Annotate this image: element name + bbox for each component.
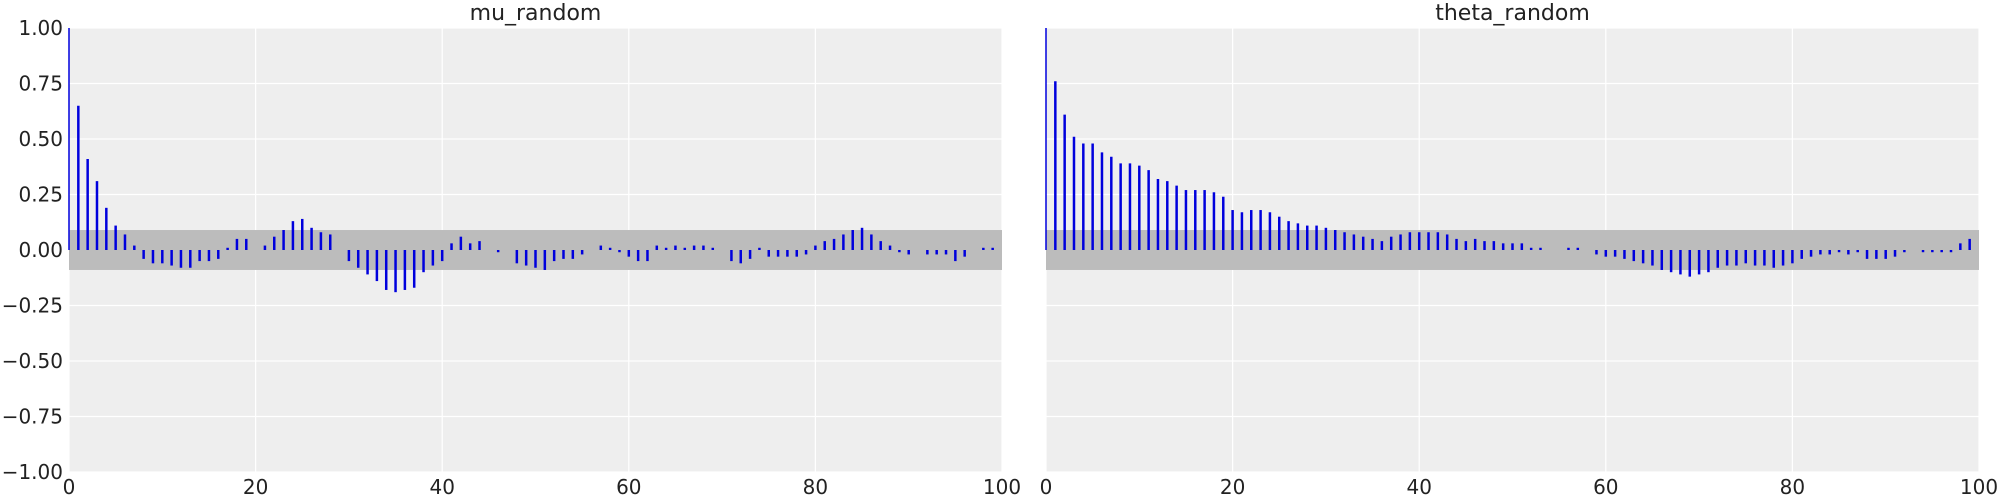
- panel-1-y-tick-label: 1.00: [18, 16, 63, 40]
- panel-1-x-tick-label: 40: [429, 475, 454, 499]
- panel-2-group: theta_random 0 20 40 60 80 100: [1040, 1, 1998, 499]
- panel-1-y-tick-label: 0.75: [18, 72, 63, 96]
- panel-1-y-tick-label: 0.00: [18, 238, 63, 262]
- panel-1-x-tick-label: 0: [63, 475, 76, 499]
- panel-2-x-tick-label: 80: [1780, 475, 1805, 499]
- panel-1-y-tick-label: −0.25: [2, 294, 63, 318]
- panel-1-title: mu_random: [470, 1, 602, 26]
- panel-1-x-tick-label: 20: [243, 475, 268, 499]
- panel-1-y-tick-label: 0.25: [18, 183, 63, 207]
- panel-2-x-tick-label: 20: [1220, 475, 1245, 499]
- panel-1-x-tick-label: 80: [803, 475, 828, 499]
- panel-2-x-tick-label: 40: [1406, 475, 1431, 499]
- panel-2-x-tick-label: 60: [1593, 475, 1618, 499]
- panel-1-y-tick-label: −0.75: [2, 405, 63, 429]
- panel-1-x-tick-label: 60: [616, 475, 641, 499]
- panel-2-title: theta_random: [1435, 1, 1590, 26]
- panel-1-y-tick-label: −1.00: [2, 460, 63, 484]
- panel-1-x-tick-label: 100: [983, 475, 1021, 499]
- panel-2-x-tick-label: 0: [1040, 475, 1053, 499]
- panel-1-y-tick-label: −0.50: [2, 349, 63, 373]
- panel-1-group: mu_random 0 20 40 60 80 100 1.00 0.75 0.50 0.25 0.0…: [2, 1, 1021, 499]
- panel-2-x-tick-label: 100: [1960, 475, 1998, 499]
- panel-1-y-tick-label: 0.50: [18, 127, 63, 151]
